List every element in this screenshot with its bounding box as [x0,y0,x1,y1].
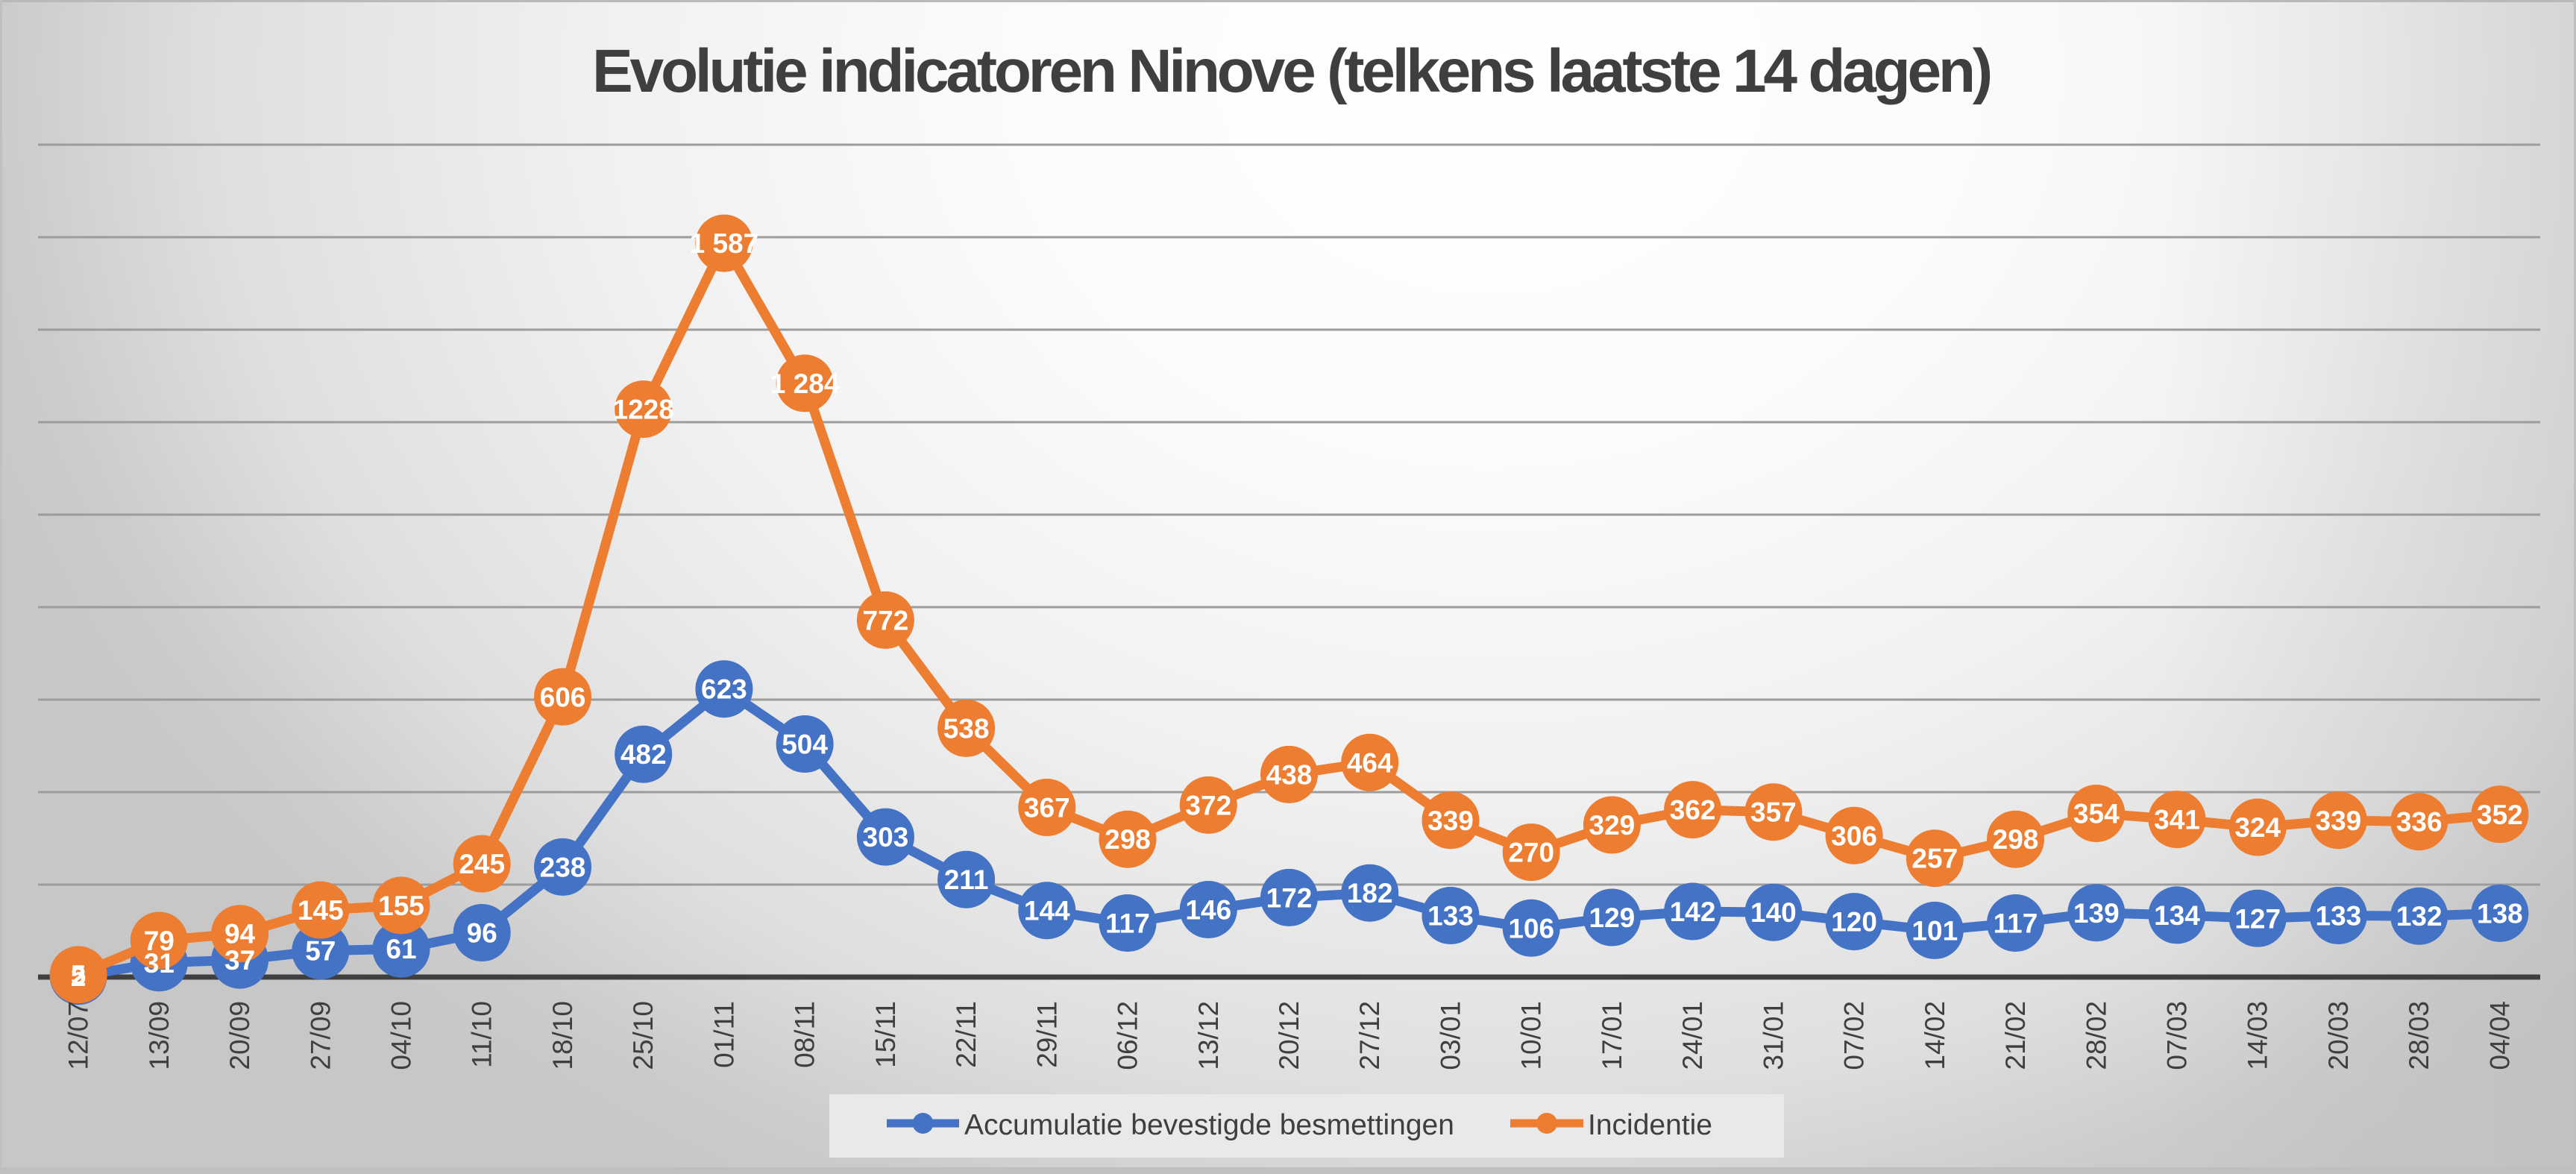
svg-text:25/10: 25/10 [628,1001,659,1070]
svg-text:362: 362 [1670,795,1716,826]
svg-text:20/09: 20/09 [224,1001,255,1070]
svg-text:339: 339 [2316,806,2362,836]
svg-text:96: 96 [467,918,497,949]
svg-text:134: 134 [2154,900,2200,931]
svg-text:57: 57 [305,936,336,967]
svg-text:1 587: 1 587 [690,228,759,259]
svg-text:482: 482 [621,739,667,770]
svg-text:352: 352 [2477,800,2523,830]
svg-text:06/12: 06/12 [1113,1001,1143,1070]
svg-text:145: 145 [298,895,344,926]
svg-text:13/12: 13/12 [1193,1001,1224,1070]
svg-text:28/02: 28/02 [2081,1001,2111,1070]
svg-text:438: 438 [1266,759,1313,790]
svg-text:504: 504 [782,729,828,760]
svg-text:27/09: 27/09 [305,1001,336,1070]
svg-text:04/10: 04/10 [386,1001,417,1070]
svg-text:15/11: 15/11 [870,1001,901,1068]
svg-text:14/02: 14/02 [1920,1001,1950,1070]
svg-text:138: 138 [2477,898,2523,929]
svg-text:146: 146 [1185,895,1231,926]
svg-text:211: 211 [944,864,989,895]
svg-text:144: 144 [1024,896,1070,926]
svg-text:182: 182 [1347,878,1393,908]
svg-text:28/03: 28/03 [2404,1001,2434,1070]
svg-text:17/01: 17/01 [1597,1001,1627,1070]
svg-text:1 284: 1 284 [770,368,840,399]
svg-text:245: 245 [459,849,505,879]
svg-text:12/07: 12/07 [63,1001,94,1070]
svg-text:142: 142 [1670,897,1716,927]
svg-text:298: 298 [1105,824,1151,855]
svg-text:129: 129 [1589,903,1636,933]
svg-text:140: 140 [1750,897,1797,928]
svg-text:08/11: 08/11 [790,1001,820,1068]
svg-text:07/02: 07/02 [1839,1001,1870,1070]
svg-text:270: 270 [1508,838,1554,868]
svg-text:94: 94 [224,919,256,949]
svg-text:372: 372 [1185,790,1231,820]
svg-text:20/03: 20/03 [2323,1001,2354,1070]
svg-text:14/03: 14/03 [2243,1001,2273,1070]
svg-text:22/11: 22/11 [951,1001,981,1068]
svg-text:2: 2 [71,961,87,992]
svg-text:139: 139 [2073,898,2120,929]
svg-text:172: 172 [1266,882,1313,913]
svg-text:324: 324 [2234,812,2281,843]
svg-text:238: 238 [540,852,586,882]
svg-text:298: 298 [1993,824,2039,855]
svg-text:329: 329 [1589,810,1636,841]
svg-text:772: 772 [863,605,909,635]
svg-text:79: 79 [144,926,175,956]
svg-text:133: 133 [2316,901,2362,932]
svg-text:10/01: 10/01 [1516,1001,1547,1070]
svg-text:339: 339 [1427,806,1474,836]
svg-text:341: 341 [2154,805,2200,835]
svg-text:133: 133 [1427,901,1474,932]
svg-text:120: 120 [1831,907,1877,938]
svg-text:21/02: 21/02 [2000,1001,2031,1070]
svg-text:20/12: 20/12 [1274,1001,1304,1070]
svg-text:117: 117 [1994,908,2038,939]
svg-text:24/01: 24/01 [1677,1001,1708,1070]
svg-text:61: 61 [386,934,416,964]
svg-text:357: 357 [1750,797,1797,828]
svg-text:117: 117 [1105,908,1150,939]
svg-text:01/11: 01/11 [709,1001,739,1068]
svg-text:257: 257 [1911,844,1958,874]
svg-text:155: 155 [378,891,424,921]
svg-text:132: 132 [2396,901,2443,932]
svg-text:538: 538 [943,713,990,744]
svg-text:464: 464 [1347,747,1393,778]
svg-text:18/10: 18/10 [547,1001,578,1070]
svg-text:306: 306 [1831,820,1877,851]
svg-text:606: 606 [540,682,586,712]
svg-text:354: 354 [2073,799,2120,829]
svg-text:1228: 1228 [613,395,674,425]
svg-text:Accumulatie bevestigde besmett: Accumulatie bevestigde besmettingen [964,1109,1454,1141]
svg-text:Incidentie: Incidentie [1588,1109,1712,1141]
svg-text:101: 101 [1911,915,1958,946]
svg-text:623: 623 [701,674,747,705]
svg-text:13/09: 13/09 [144,1001,175,1070]
svg-text:07/03: 07/03 [2162,1001,2193,1070]
svg-text:31: 31 [144,948,175,979]
svg-text:27/12: 27/12 [1354,1001,1385,1070]
svg-text:29/11: 29/11 [1031,1001,1062,1068]
svg-text:336: 336 [2396,807,2443,838]
svg-text:106: 106 [1508,913,1554,944]
svg-text:Evolutie indicatoren Ninove (t: Evolutie indicatoren Ninove (telkens laa… [592,37,1991,105]
svg-text:11/10: 11/10 [467,1001,497,1068]
svg-text:367: 367 [1024,793,1070,823]
svg-text:127: 127 [2234,903,2281,934]
svg-text:04/04: 04/04 [2484,1001,2515,1070]
svg-text:31/01: 31/01 [1758,1001,1788,1070]
svg-text:37: 37 [224,945,255,976]
svg-text:303: 303 [863,822,909,853]
svg-text:03/01: 03/01 [1436,1001,1466,1070]
svg-text:5: 5 [71,960,87,991]
